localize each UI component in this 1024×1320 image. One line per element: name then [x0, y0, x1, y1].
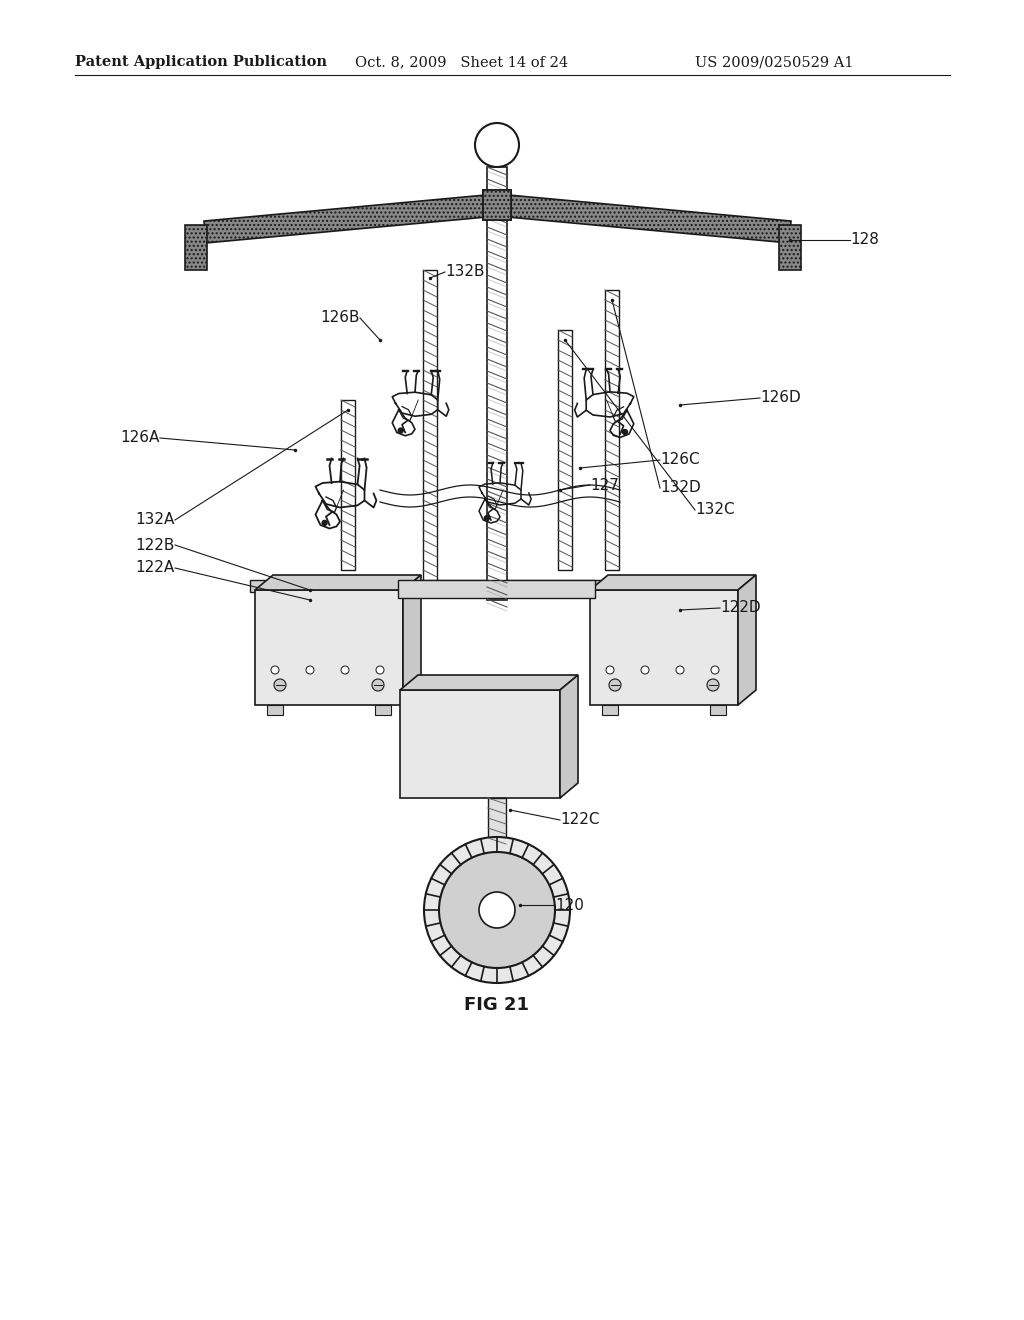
Text: FIG 21: FIG 21: [465, 997, 529, 1014]
Polygon shape: [255, 576, 421, 590]
Circle shape: [707, 678, 719, 690]
Text: 126A: 126A: [121, 430, 160, 446]
Polygon shape: [185, 224, 207, 271]
Circle shape: [439, 851, 555, 968]
Text: 132D: 132D: [660, 480, 700, 495]
Text: 120: 120: [555, 898, 584, 912]
Circle shape: [609, 678, 621, 690]
Bar: [267, 705, 283, 715]
Circle shape: [323, 520, 327, 525]
Circle shape: [306, 667, 314, 675]
Circle shape: [424, 837, 570, 983]
Circle shape: [372, 678, 384, 690]
Polygon shape: [590, 576, 756, 590]
Polygon shape: [560, 675, 578, 799]
Text: US 2009/0250529 A1: US 2009/0250529 A1: [695, 55, 853, 69]
Bar: [483, 190, 511, 220]
Circle shape: [341, 667, 349, 675]
Text: 132C: 132C: [695, 503, 734, 517]
Circle shape: [376, 667, 384, 675]
Bar: [710, 705, 726, 715]
Circle shape: [623, 429, 628, 434]
Bar: [605, 290, 618, 570]
Bar: [488, 799, 506, 847]
Text: 122A: 122A: [136, 561, 175, 576]
Polygon shape: [738, 576, 756, 705]
Polygon shape: [204, 194, 498, 243]
Bar: [400, 690, 560, 799]
Bar: [341, 400, 355, 570]
Bar: [423, 271, 437, 579]
Text: 132B: 132B: [445, 264, 484, 280]
Polygon shape: [403, 576, 421, 705]
Circle shape: [641, 667, 649, 675]
Circle shape: [484, 516, 489, 520]
Text: Oct. 8, 2009   Sheet 14 of 24: Oct. 8, 2009 Sheet 14 of 24: [355, 55, 568, 69]
Text: 126C: 126C: [660, 453, 699, 467]
Text: 126D: 126D: [760, 391, 801, 405]
Bar: [483, 190, 511, 220]
Text: Patent Application Publication: Patent Application Publication: [75, 55, 327, 69]
Text: 122C: 122C: [560, 813, 599, 828]
Text: 127: 127: [590, 478, 618, 492]
Bar: [375, 705, 391, 715]
Polygon shape: [400, 675, 578, 690]
Text: 122D: 122D: [720, 601, 761, 615]
Circle shape: [398, 428, 403, 433]
Bar: [250, 579, 743, 591]
Text: 128: 128: [850, 232, 879, 248]
Polygon shape: [779, 224, 801, 271]
Circle shape: [274, 678, 286, 690]
Circle shape: [475, 123, 519, 168]
Bar: [255, 590, 403, 705]
Text: 122B: 122B: [135, 537, 175, 553]
Bar: [602, 705, 618, 715]
Circle shape: [606, 667, 614, 675]
Bar: [487, 168, 507, 601]
Circle shape: [271, 667, 279, 675]
Bar: [398, 579, 595, 598]
Circle shape: [711, 667, 719, 675]
Text: 132A: 132A: [135, 512, 175, 528]
Circle shape: [676, 667, 684, 675]
Polygon shape: [496, 194, 791, 243]
Text: 126B: 126B: [321, 310, 360, 326]
Bar: [590, 590, 738, 705]
Circle shape: [479, 892, 515, 928]
Bar: [558, 330, 572, 570]
